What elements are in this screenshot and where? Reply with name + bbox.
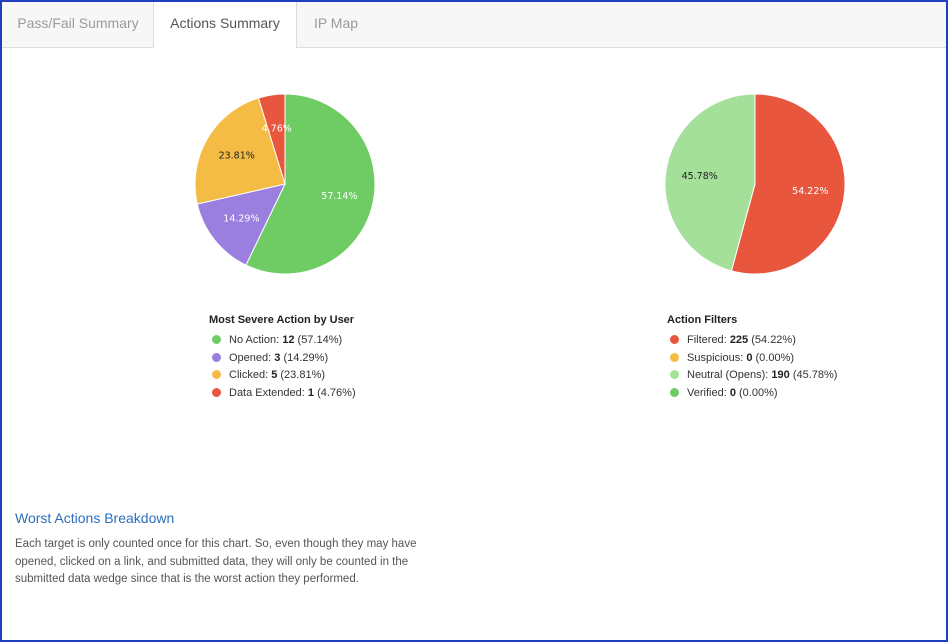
pie-chart-1: 57.14% 14.29% 23.81% 4.76% (194, 93, 376, 275)
legend-count: 225 (729, 334, 749, 346)
legend-title: Most Severe Action by User (209, 314, 355, 326)
pie-slice-label: 45.78% (682, 171, 718, 182)
pie-slice-label: 14.29% (223, 213, 259, 224)
legend-dot-icon (670, 335, 679, 344)
legend-dot-icon (670, 387, 679, 397)
legend-percent: (45.78%) (792, 369, 838, 381)
pie-slice-label: 23.81% (219, 151, 255, 162)
legend-item-verified[interactable]: Verified: 0 (0.00%) (667, 385, 837, 403)
pie-slice-label: 4.76% (262, 123, 292, 134)
legend-count: 1 (307, 386, 315, 399)
legend-item-opened[interactable]: Opened: 3 (14.29%) (209, 350, 356, 368)
legend-item-suspicious[interactable]: Suspicious: 0 (0.00%) (667, 350, 837, 368)
pie-slice-opened[interactable] (196, 183, 286, 266)
legend-percent: (57.14%) (297, 334, 343, 346)
legend-count: 3 (274, 351, 281, 364)
legend-percent: (0.00%) (755, 351, 795, 364)
tab-pass-fail-summary[interactable]: Pass/Fail Summary (17, 15, 139, 31)
legend-dot-icon (212, 370, 221, 379)
legend-category: Verified (687, 386, 724, 399)
tab-ip-map[interactable]: IP Map (313, 15, 359, 31)
pie-slice-neutral-opens[interactable] (664, 93, 756, 272)
legend-percent: (14.29%) (283, 351, 329, 364)
legend-dot-icon (670, 370, 679, 379)
legend-count: 0 (746, 351, 753, 364)
legend-action-filters: Action Filters Filtered: 225 (54.22%) Su… (667, 314, 837, 402)
tab-actions-summary[interactable]: Actions Summary (153, 2, 297, 48)
pie-slice-label: 57.14% (321, 191, 357, 202)
legend-category: Data Extended (229, 386, 302, 399)
legend-percent: (23.81%) (280, 369, 326, 381)
pie-slice-filtered[interactable] (730, 93, 846, 275)
legend-category: No Action (229, 334, 277, 346)
legend-count: 12 (282, 334, 295, 346)
pie-slice-clicked[interactable] (194, 97, 286, 205)
legend-dot-icon (212, 352, 221, 362)
legend-title: Action Filters (667, 314, 738, 326)
breakdown-description: Each target is only counted once for thi… (15, 538, 417, 585)
legend-category: Opened (229, 351, 269, 364)
legend-count: 0 (729, 386, 736, 399)
pie-slice-label: 54.22% (792, 186, 828, 197)
pie-slice-no-action[interactable] (245, 93, 376, 275)
legend-category: Clicked (229, 369, 266, 381)
tab-bar: Pass/Fail Summary Actions Summary IP Map (2, 2, 946, 48)
legend-count: 190 (771, 369, 790, 381)
legend-item-no-action[interactable]: No Action: 12 (57.14%) (209, 332, 356, 350)
legend-dot-icon (212, 335, 221, 344)
legend-dot-icon (670, 352, 679, 362)
legend-dot-icon (212, 387, 221, 397)
legend-most-severe-action: Most Severe Action by User No Action: 12… (209, 314, 356, 402)
pie-slice-data-extended[interactable] (257, 93, 286, 185)
legend-category: Suspicious (687, 351, 741, 364)
breakdown-title: Worst Actions Breakdown (15, 510, 175, 526)
legend-category: Filtered (687, 334, 724, 346)
legend-item-clicked[interactable]: Clicked: 5 (23.81%) (209, 367, 356, 385)
legend-category: Neutral (Opens) (687, 369, 766, 381)
legend-count: 5 (271, 369, 278, 381)
legend-percent: (54.22%) (751, 334, 796, 346)
legend-item-neutral-opens[interactable]: Neutral (Opens): 190 (45.78%) (667, 367, 837, 385)
pie-chart-2: 54.22% 45.78% (664, 93, 846, 275)
legend-percent: (0.00%) (739, 386, 778, 399)
legend-percent: (4.76%) (317, 386, 356, 399)
legend-item-data-extended[interactable]: Data Extended: 1 (4.76%) (209, 385, 356, 403)
legend-item-filtered[interactable]: Filtered: 225 (54.22%) (667, 332, 837, 350)
pie-charts: 57.14% 14.29% 23.81% 4.76% 54.22% 45.78% (194, 93, 846, 275)
